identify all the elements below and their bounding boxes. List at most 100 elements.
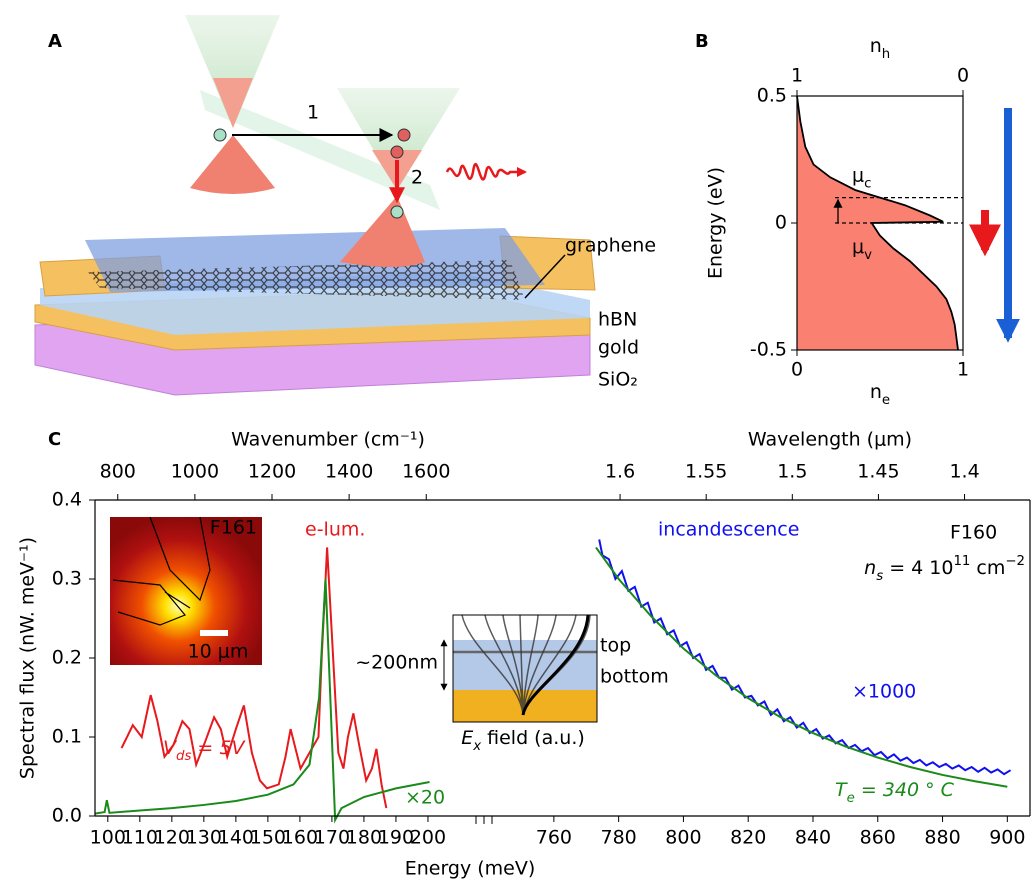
x-tick-label: 140 — [218, 827, 254, 849]
x-tick-label: 170 — [314, 827, 350, 849]
band-label: top — [600, 635, 631, 657]
annotation: Te = 340 ° C — [835, 779, 955, 806]
x-tick-label: 160 — [282, 827, 318, 849]
text-part: E — [461, 727, 473, 749]
y-axis-label: Energy (eV) — [705, 167, 727, 279]
y-tick-label: 0.5 — [757, 85, 787, 107]
y-tick-label: 0.4 — [52, 489, 82, 511]
panel-label: C — [48, 429, 61, 450]
y-tick-label: 0.3 — [52, 568, 82, 590]
cone — [190, 135, 275, 194]
panel-label: A — [48, 31, 62, 52]
x-tick-label: 150 — [250, 827, 286, 849]
x2-tick-label: 1.5 — [777, 461, 807, 483]
x2-axis-label: Wavelength (μm) — [748, 429, 912, 451]
inset-frame — [452, 614, 598, 723]
level-label: μc — [852, 164, 871, 191]
series-line — [120, 547, 388, 809]
x2-axis-label: nh — [870, 35, 890, 62]
carrier — [390, 145, 404, 159]
x2-tick-label: 800 — [100, 461, 136, 483]
cone — [340, 196, 425, 267]
x-tick-label: 0 — [791, 359, 803, 381]
x2-tick-label: 1600 — [402, 461, 450, 483]
x2-axis-label: Wavenumber (cm⁻¹) — [231, 429, 425, 451]
text-part: cm — [970, 557, 1005, 579]
annotation: ×20 — [405, 787, 445, 809]
layer-label: graphene — [565, 235, 656, 257]
leader-line — [524, 254, 566, 299]
text-part: V — [163, 737, 178, 759]
x-tick-label: 880 — [924, 827, 960, 849]
text-part: μ — [852, 236, 864, 258]
y-tick-label: 0 — [775, 212, 787, 234]
scale-label: 10 μm — [188, 641, 249, 663]
text-part: e — [847, 791, 855, 806]
heat-map — [110, 517, 262, 665]
annotation: ns = 4 1011 cm−2 — [864, 554, 1025, 584]
x2-tick-label: 1200 — [248, 461, 296, 483]
annotation: ×1000 — [852, 681, 916, 703]
cone — [213, 78, 253, 128]
carrier — [390, 205, 404, 219]
text-part: μ — [852, 164, 864, 186]
scale-bar — [200, 630, 228, 636]
graphene-sheet — [88, 260, 525, 300]
thickness-label: ~200nm — [355, 652, 438, 674]
layer-label: gold — [598, 337, 639, 359]
y-tick-label: 0.0 — [52, 805, 82, 827]
series-line — [94, 578, 430, 824]
panel-a: A 1 2 graphene hBN gold SiO₂ — [34, 15, 656, 396]
hbn-band — [453, 640, 597, 690]
x-tick-label: 820 — [730, 827, 766, 849]
text-part: field (a.u.) — [481, 727, 585, 749]
text-part: n — [870, 381, 882, 403]
text-part: T — [835, 779, 848, 801]
carrier — [213, 128, 227, 142]
x-tick-label: 760 — [536, 827, 572, 849]
x-axis-label: Energy (meV) — [405, 858, 536, 880]
annotation: e-lum. — [305, 519, 365, 541]
text-part: n — [864, 557, 876, 579]
text-part: e — [882, 393, 890, 408]
x2-tick-label: 0 — [957, 65, 969, 87]
text-part: s — [876, 569, 883, 584]
x-axis-label: ne — [870, 381, 890, 408]
map-inset: 10 μm F161 — [110, 517, 262, 665]
carrier — [397, 128, 411, 142]
occupation-area — [797, 96, 959, 350]
text-part: = 340 ° C — [855, 779, 955, 801]
x-tick-label: 200 — [410, 827, 446, 849]
x-tick-label: 100 — [90, 827, 126, 849]
level-label: μv — [852, 236, 872, 263]
x-tick-label: 1 — [957, 359, 969, 381]
y-axis-label: Spectral flux (nW. meV⁻¹) — [17, 537, 39, 779]
x-tick-label: 840 — [795, 827, 831, 849]
text-part: ds — [176, 749, 191, 764]
step-label: 2 — [411, 167, 423, 189]
x2-tick-label: 1.4 — [949, 461, 979, 483]
x2-tick-label: 1.45 — [857, 461, 899, 483]
sample-label: F161 — [210, 517, 257, 539]
x2-tick-label: 1.55 — [685, 461, 727, 483]
series-line — [595, 546, 1008, 788]
x-tick-label: 900 — [989, 827, 1025, 849]
panel-label: B — [695, 31, 709, 52]
text-part: = 4 10 — [883, 557, 953, 579]
x2-tick-label: 1 — [791, 65, 803, 87]
light-band — [200, 90, 440, 210]
y-tick-label: -0.5 — [750, 339, 787, 361]
x-tick-label: 120 — [154, 827, 190, 849]
text-part: 11 — [953, 554, 970, 569]
field-inset: ~200nm top bottom — [355, 614, 669, 723]
x2-tick-label: 1400 — [325, 461, 373, 483]
text-part: −2 — [1005, 554, 1025, 569]
y-tick-label: 0.1 — [52, 726, 82, 748]
x2-tick-label: 1000 — [171, 461, 219, 483]
y-tick-label: 0.2 — [52, 647, 82, 669]
inset-axis-label: Ex field (a.u.) — [461, 727, 585, 754]
annotation: incandescence — [658, 519, 799, 541]
x-tick-label: 180 — [346, 827, 382, 849]
layer-label: hBN — [598, 309, 637, 331]
